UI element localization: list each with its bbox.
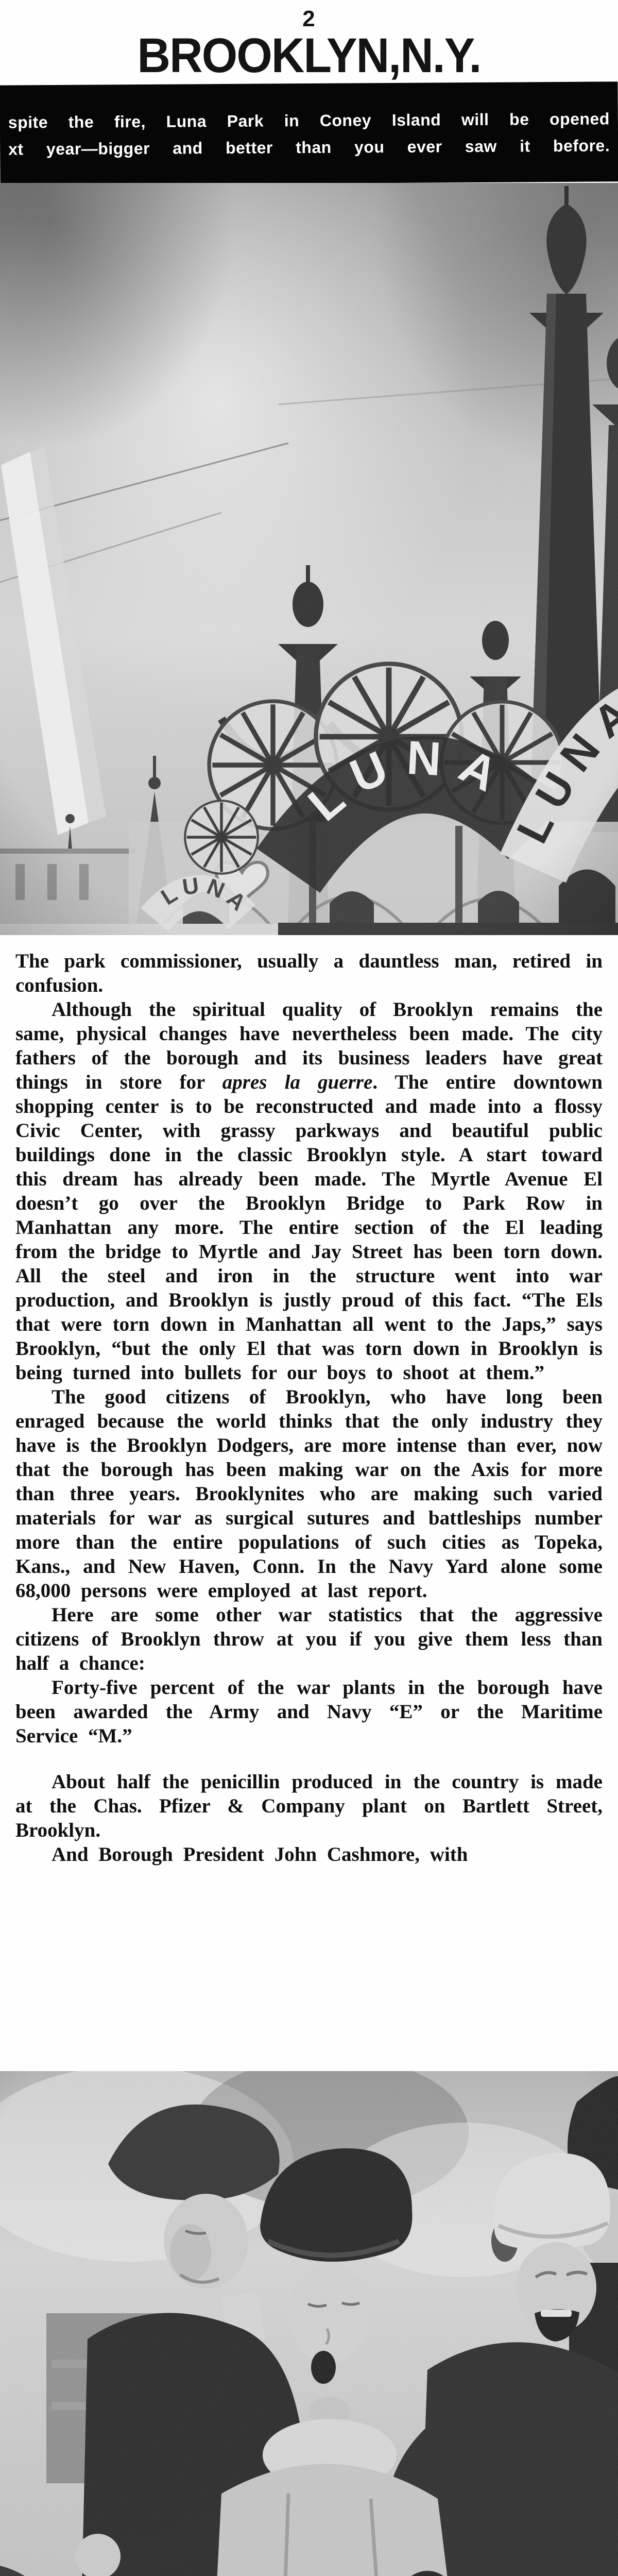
article-paragraph: About half the penicillin produced in th… <box>15 1771 603 1841</box>
page-number: 2 <box>302 6 316 31</box>
article-paragraph: And Borough President John Cashmore, wit… <box>52 1843 468 1866</box>
article-paragraph: The good citizens of Brooklyn, who have … <box>15 1386 603 1602</box>
article-paragraph: The park commissioner, usually a dauntle… <box>15 950 603 996</box>
page-title: BROOKLYN,N.Y. <box>137 28 482 83</box>
luna-park-illustration: LUNA LUNA LUNA <box>0 183 618 935</box>
article-paragraph: Although the spiritual quality of Brookl… <box>15 998 603 1384</box>
article-paragraph: Forty-five percent of the war plants in … <box>15 1676 603 1747</box>
top-caption-line: xt year—bigger and better than you ever … <box>8 136 610 159</box>
thanksgiving-kids-photo <box>0 2071 618 2576</box>
kids-illustration <box>0 2071 618 2576</box>
top-caption-band: spite the fire, Luna Park in Coney Islan… <box>0 81 618 185</box>
photo2-vignette <box>0 2071 618 2576</box>
luna-park-photo: LUNA LUNA LUNA <box>0 183 618 935</box>
photo1-vignette <box>0 183 618 935</box>
article-text: The park commissioner, usually a dauntle… <box>0 937 618 2070</box>
article-paragraph: Here are some other war statistics that … <box>15 1604 603 1674</box>
top-caption-line: spite the fire, Luna Park in Coney Islan… <box>8 109 610 132</box>
